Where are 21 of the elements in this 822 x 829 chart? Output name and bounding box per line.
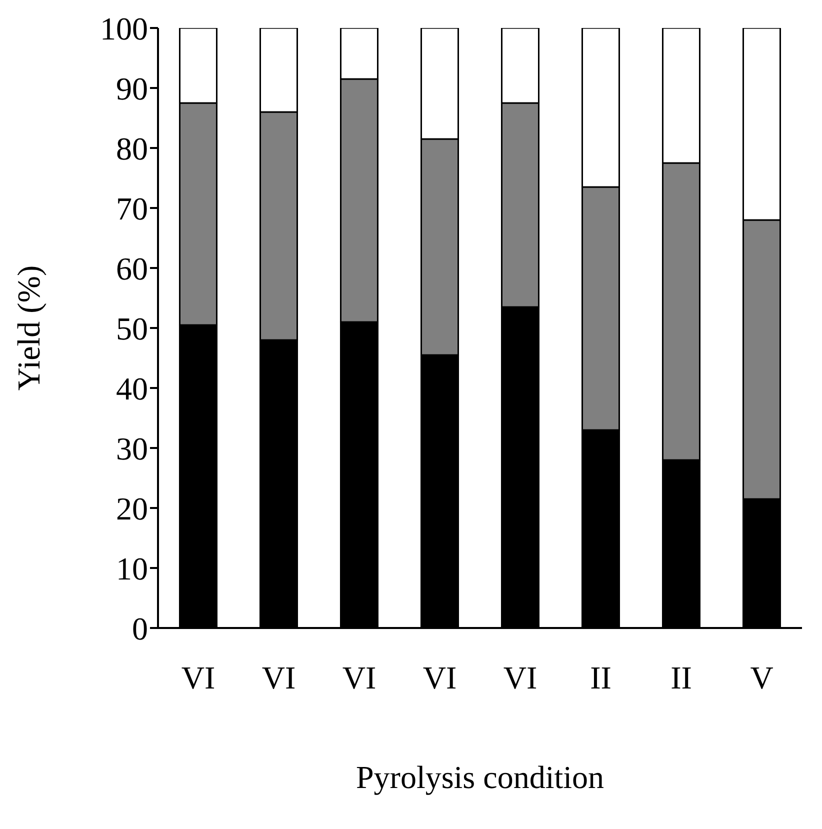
y-tick-label: 40 <box>116 370 148 406</box>
y-tick-label: 90 <box>116 70 148 106</box>
x-tick-label: VI <box>503 660 538 696</box>
y-tick-label: 10 <box>116 550 148 586</box>
y-tick-label: 70 <box>116 190 148 226</box>
y-tick-label: 20 <box>116 490 148 526</box>
y-tick-label: 30 <box>116 430 148 466</box>
x-tick-label: II <box>590 660 612 696</box>
x-tick-label: VI <box>342 660 376 696</box>
y-axis-title: Yield (%) <box>10 265 46 391</box>
x-axis-title: Pyrolysis condition <box>356 759 604 795</box>
y-tick-label: 80 <box>116 130 148 166</box>
y-tick-label: 50 <box>116 310 148 346</box>
x-tick-label: II <box>670 660 692 696</box>
y-tick-label: 0 <box>132 610 148 646</box>
x-tick-label: VI <box>422 660 457 696</box>
y-tick-label: 60 <box>116 250 148 286</box>
x-tick-label: V <box>750 660 774 696</box>
y-tick-label: 100 <box>100 10 148 46</box>
x-tick-label: VI <box>262 660 296 696</box>
x-tick-label: VI <box>181 660 216 696</box>
